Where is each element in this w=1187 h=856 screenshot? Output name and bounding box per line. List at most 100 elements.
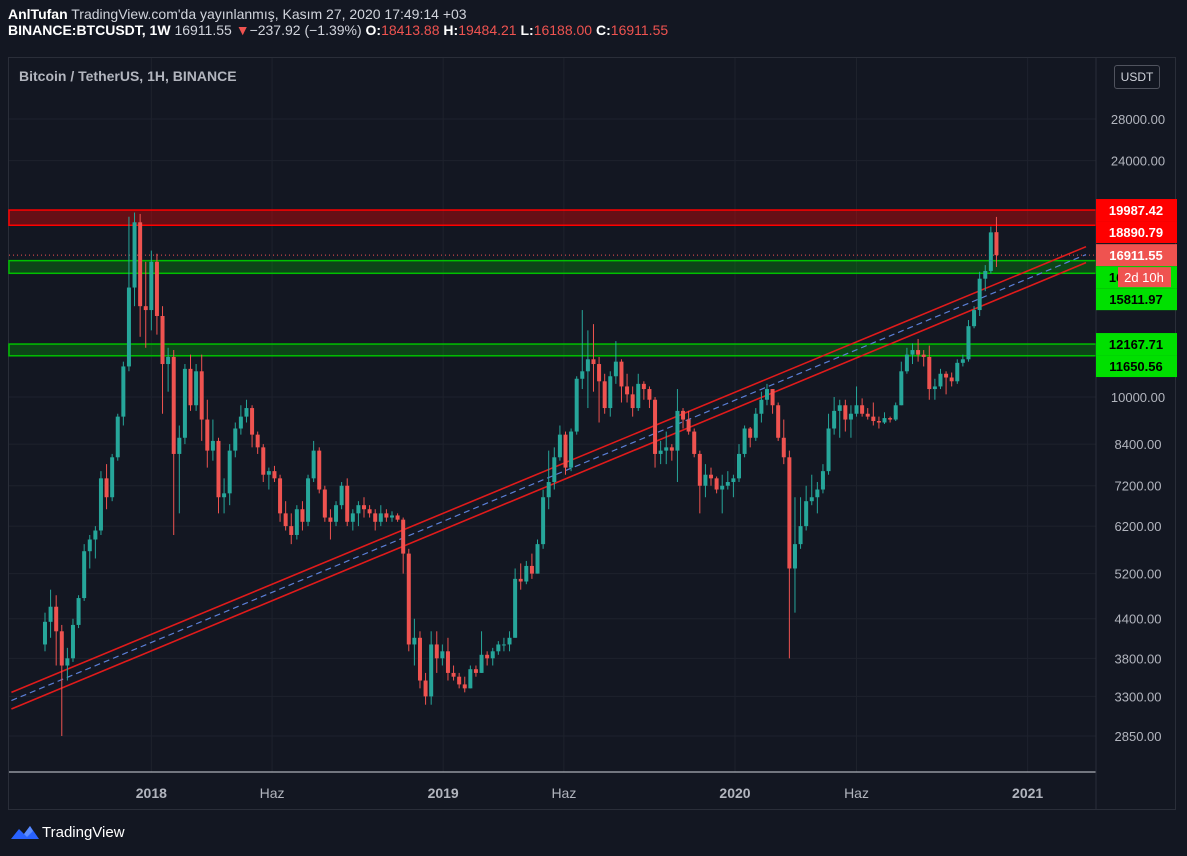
price-label-bg bbox=[1096, 199, 1177, 222]
candle bbox=[848, 405, 853, 438]
candle bbox=[787, 450, 792, 659]
x-tick-label: 2018 bbox=[136, 785, 167, 801]
candle-body bbox=[70, 624, 75, 659]
candle bbox=[93, 526, 98, 559]
candle-body bbox=[983, 270, 988, 279]
candle bbox=[792, 497, 797, 613]
axes: 28000.00 24000.00 10000.00 8400.00 7200.00 62… bbox=[9, 58, 1165, 809]
candle-body bbox=[345, 485, 350, 522]
candle-body bbox=[529, 565, 534, 574]
x-tick-label: Haz bbox=[844, 785, 869, 801]
candle bbox=[988, 226, 993, 274]
candle-body bbox=[328, 517, 333, 522]
candle-body bbox=[255, 434, 260, 448]
candle bbox=[367, 505, 372, 518]
candle-body bbox=[115, 416, 120, 458]
candle-body bbox=[501, 644, 506, 646]
candle-body bbox=[507, 637, 512, 645]
y-tick-label: 7200.00 bbox=[1115, 479, 1162, 494]
candle bbox=[972, 306, 977, 329]
candle-body bbox=[714, 478, 719, 490]
candle bbox=[278, 474, 283, 522]
candle-body bbox=[412, 637, 417, 645]
candle bbox=[871, 402, 876, 426]
candle-body bbox=[569, 431, 574, 468]
candle bbox=[742, 425, 747, 458]
candle-body bbox=[429, 644, 434, 697]
candle bbox=[143, 261, 148, 348]
candle-body bbox=[932, 386, 937, 390]
candle bbox=[384, 509, 389, 522]
candle-body bbox=[451, 672, 456, 677]
candle bbox=[736, 444, 741, 483]
candle-body bbox=[748, 428, 753, 438]
candle-body bbox=[233, 428, 238, 451]
footer-brand[interactable]: TradingView bbox=[42, 823, 125, 841]
candle-body bbox=[574, 378, 579, 432]
candle bbox=[653, 397, 658, 468]
candle-body bbox=[781, 437, 786, 458]
candle-body bbox=[871, 416, 876, 422]
candle-body bbox=[289, 526, 294, 535]
support-zone bbox=[8, 343, 1097, 357]
candle bbox=[910, 343, 915, 365]
tradingview-logo-icon[interactable] bbox=[10, 822, 40, 842]
candle bbox=[904, 347, 909, 374]
candle bbox=[585, 330, 590, 409]
candle bbox=[697, 450, 702, 514]
candle-body bbox=[434, 644, 439, 659]
candle-body bbox=[406, 553, 411, 645]
price-label-bg bbox=[1096, 355, 1177, 378]
author-name[interactable]: AnlTufan bbox=[8, 6, 68, 22]
candle bbox=[966, 320, 971, 362]
candle-body bbox=[653, 399, 658, 454]
candle bbox=[434, 631, 439, 673]
candle bbox=[826, 413, 831, 475]
candle bbox=[154, 253, 159, 335]
candle-body bbox=[977, 278, 982, 311]
y-tick-label: 4400.00 bbox=[1115, 612, 1162, 627]
candle-body bbox=[720, 485, 725, 490]
candle-body bbox=[306, 478, 311, 522]
candle-body bbox=[182, 368, 187, 438]
candle-body bbox=[132, 222, 137, 288]
candle-body bbox=[916, 350, 921, 355]
candle-body bbox=[753, 413, 758, 438]
candle-body bbox=[804, 501, 809, 527]
candle-body bbox=[440, 651, 445, 659]
candle-body bbox=[837, 405, 842, 411]
candle bbox=[171, 350, 176, 535]
candle bbox=[42, 612, 47, 652]
currency-button[interactable]: USDT bbox=[1114, 65, 1160, 89]
candle-body bbox=[636, 383, 641, 409]
candle bbox=[888, 416, 893, 423]
candle bbox=[591, 324, 596, 392]
candle-body bbox=[138, 222, 143, 307]
candle-body bbox=[149, 261, 154, 311]
chart-frame bbox=[8, 57, 1176, 810]
candle bbox=[597, 356, 602, 423]
candle bbox=[955, 359, 960, 384]
candle-body bbox=[619, 361, 624, 387]
candle bbox=[238, 405, 243, 435]
candle-body bbox=[742, 428, 747, 454]
countdown-label: 2d 10h bbox=[1118, 267, 1171, 288]
candle bbox=[104, 464, 109, 510]
price-label-text: 15811.97 bbox=[1109, 292, 1163, 307]
price-label: 15811.97 bbox=[1096, 288, 1177, 311]
candle bbox=[619, 359, 624, 403]
candle bbox=[261, 444, 266, 483]
candle-body bbox=[294, 509, 299, 535]
candle-body bbox=[462, 684, 467, 689]
candle bbox=[272, 465, 277, 483]
candle bbox=[636, 373, 641, 411]
ohlc-legend: BINANCE:BTCUSDT, 1W 16911.55 ▼−237.92 (−… bbox=[8, 22, 668, 38]
candle bbox=[748, 426, 753, 448]
candle bbox=[222, 478, 227, 514]
candle bbox=[216, 437, 221, 514]
candle bbox=[764, 383, 769, 406]
chart-header: AnlTufan TradingView.com'da yayınlanmış,… bbox=[8, 6, 668, 38]
candle-body bbox=[764, 389, 769, 400]
candle bbox=[266, 467, 271, 490]
